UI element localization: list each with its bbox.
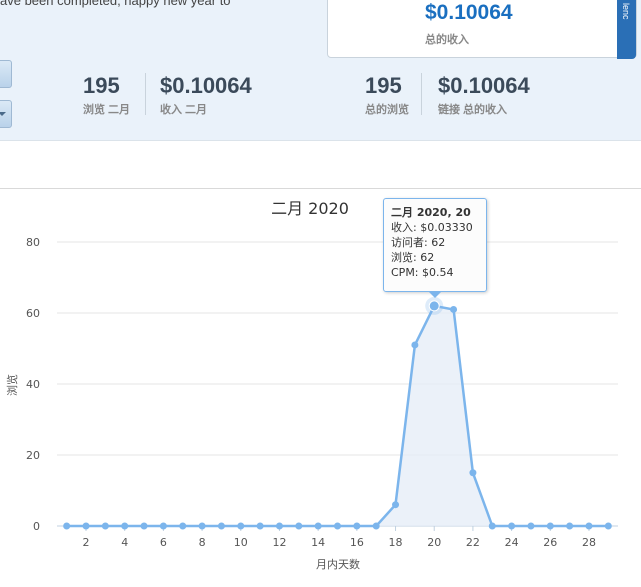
data-point-highlighted[interactable] bbox=[428, 300, 440, 312]
y-tick-label: 40 bbox=[26, 378, 40, 391]
y-tick-label: 80 bbox=[26, 236, 40, 249]
data-point[interactable] bbox=[566, 522, 574, 530]
tooltip-line: 收入: $0.03330 bbox=[391, 221, 473, 234]
data-point[interactable] bbox=[392, 501, 400, 509]
tooltip-line: 浏览: 62 bbox=[391, 251, 435, 264]
tooltip-title: 二月 2020, 20 bbox=[391, 206, 471, 219]
x-tick-label: 18 bbox=[389, 536, 403, 549]
data-point[interactable] bbox=[121, 522, 129, 530]
data-point[interactable] bbox=[372, 522, 380, 530]
data-point[interactable] bbox=[295, 522, 303, 530]
data-point[interactable] bbox=[179, 522, 187, 530]
x-axis-title: 月内天数 bbox=[316, 557, 360, 571]
stat-label: 浏览 二月 bbox=[83, 104, 131, 116]
section-divider bbox=[0, 188, 641, 189]
x-tick-label: 6 bbox=[160, 536, 167, 549]
stat-earnings-month: $0.10064 收入 二月 bbox=[160, 73, 252, 117]
x-tick-label: 22 bbox=[466, 536, 480, 549]
x-tick-label: 24 bbox=[505, 536, 519, 549]
total-earnings-card: $0.10064 总的收入 lenc bbox=[327, 0, 637, 59]
data-point[interactable] bbox=[198, 522, 206, 530]
x-tick-label: 14 bbox=[311, 536, 325, 549]
side-tab-label: lenc bbox=[621, 3, 631, 20]
data-point[interactable] bbox=[63, 522, 71, 530]
divider bbox=[145, 73, 146, 115]
x-tick-label: 8 bbox=[199, 536, 206, 549]
data-point[interactable] bbox=[275, 522, 283, 530]
data-point[interactable] bbox=[546, 522, 554, 530]
data-point[interactable] bbox=[450, 305, 458, 313]
data-point[interactable] bbox=[237, 522, 245, 530]
left-dropdown-button[interactable] bbox=[0, 100, 12, 128]
y-tick-label: 20 bbox=[26, 449, 40, 462]
data-point[interactable] bbox=[101, 522, 109, 530]
y-axis-title: 浏览 bbox=[5, 374, 19, 396]
data-point[interactable] bbox=[159, 522, 167, 530]
stat-label: 链接 总的收入 bbox=[438, 104, 508, 116]
data-point[interactable] bbox=[314, 522, 322, 530]
x-tick-label: 20 bbox=[427, 536, 441, 549]
stat-label: 总的浏览 bbox=[365, 104, 409, 116]
stat-value: 195 bbox=[83, 73, 120, 98]
notice-text: ave been completed, happy new year to bbox=[0, 0, 231, 8]
data-point[interactable] bbox=[488, 522, 496, 530]
data-point[interactable] bbox=[527, 522, 535, 530]
data-point[interactable] bbox=[604, 522, 612, 530]
total-earnings-value: $0.10064 bbox=[425, 1, 513, 24]
x-tick-label: 28 bbox=[582, 536, 596, 549]
tooltip-line: CPM: $0.54 bbox=[391, 266, 454, 279]
side-tab[interactable]: lenc bbox=[617, 0, 636, 59]
stat-total-views: 195 总的浏览 bbox=[365, 73, 409, 117]
data-point[interactable] bbox=[353, 522, 361, 530]
stat-value: $0.10064 bbox=[438, 73, 530, 98]
stats-panel: ave been completed, happy new year to $0… bbox=[0, 0, 641, 141]
x-tick-label: 12 bbox=[272, 536, 286, 549]
stat-label: 收入 二月 bbox=[160, 104, 208, 116]
divider bbox=[421, 73, 422, 115]
data-point[interactable] bbox=[82, 522, 90, 530]
stat-link-total-earnings: $0.10064 链接 总的收入 bbox=[438, 73, 530, 117]
data-point[interactable] bbox=[140, 522, 148, 530]
data-point[interactable] bbox=[334, 522, 341, 530]
data-point[interactable] bbox=[256, 522, 264, 530]
stat-value: 195 bbox=[365, 73, 402, 98]
tooltip-line: 访问者: 62 bbox=[391, 236, 446, 249]
data-point[interactable] bbox=[585, 522, 593, 530]
x-tick-label: 16 bbox=[350, 536, 364, 549]
x-tick-label: 2 bbox=[83, 536, 90, 549]
series-area bbox=[66, 305, 609, 526]
y-tick-label: 0 bbox=[33, 520, 40, 533]
data-point[interactable] bbox=[411, 341, 419, 349]
x-tick-label: 4 bbox=[121, 536, 128, 549]
stat-views-month: 195 浏览 二月 bbox=[83, 73, 130, 117]
y-tick-label: 60 bbox=[26, 307, 40, 320]
chart-tooltip: 二月 2020, 20 收入: $0.03330 访问者: 62 浏览: 62 … bbox=[383, 198, 487, 298]
data-point[interactable] bbox=[469, 469, 477, 477]
series-line bbox=[66, 304, 609, 528]
left-panel-button[interactable] bbox=[0, 60, 12, 88]
chart-title: 二月 2020 bbox=[271, 199, 349, 218]
stat-value: $0.10064 bbox=[160, 73, 252, 98]
data-point[interactable] bbox=[217, 522, 225, 530]
data-point[interactable] bbox=[508, 522, 516, 530]
chevron-down-icon bbox=[0, 112, 6, 116]
total-earnings-label: 总的收入 bbox=[425, 34, 469, 46]
x-tick-label: 26 bbox=[543, 536, 557, 549]
x-tick-label: 10 bbox=[234, 536, 248, 549]
